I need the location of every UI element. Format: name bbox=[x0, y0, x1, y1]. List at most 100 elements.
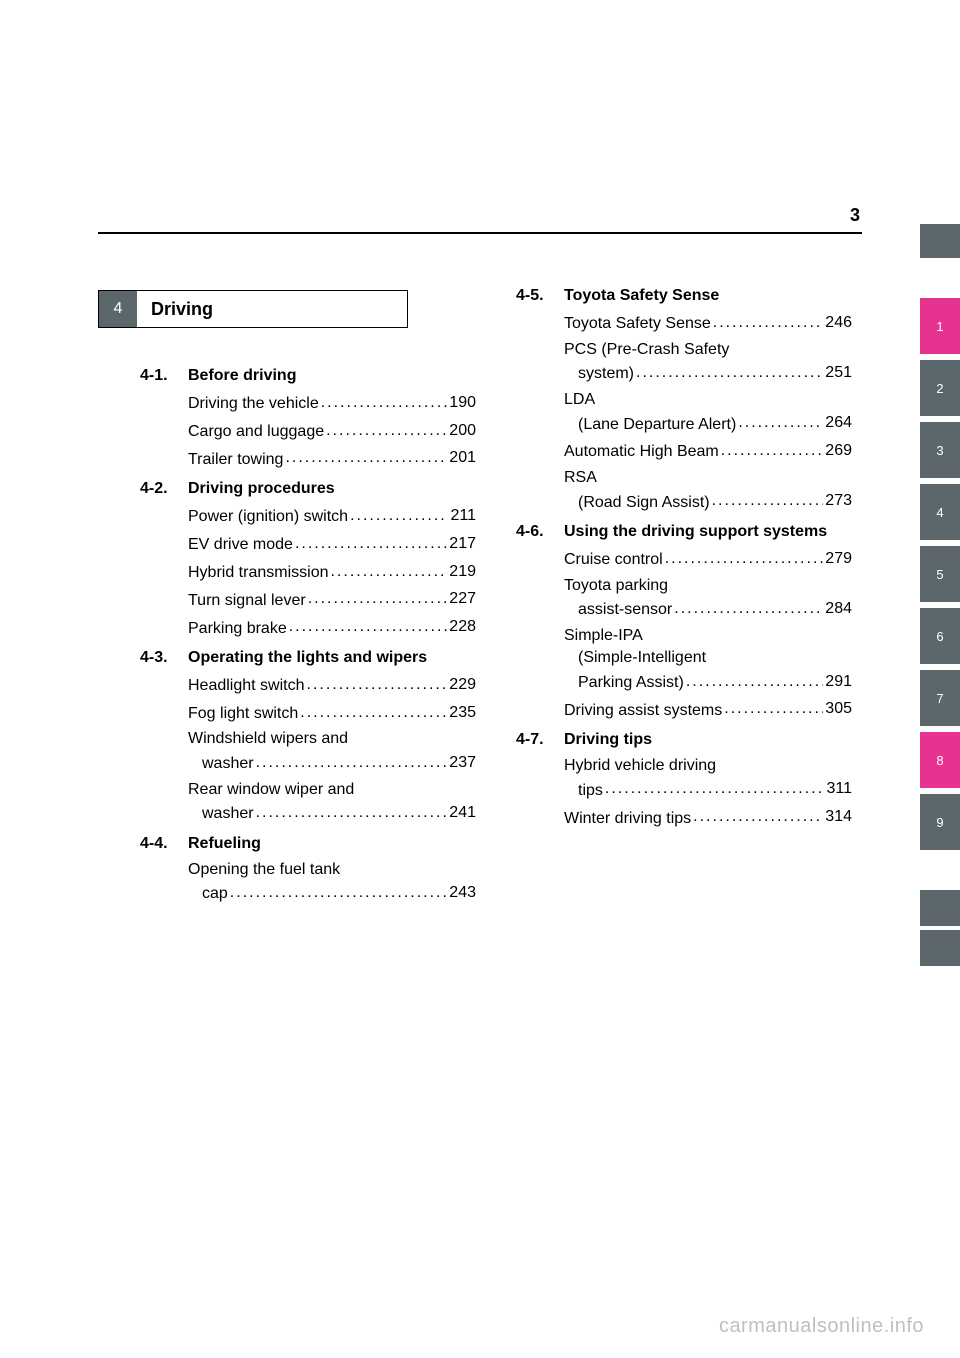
toc-entry-page: 279 bbox=[825, 547, 852, 572]
toc-entry: Turn signal lever 227 bbox=[188, 587, 476, 612]
toc-leader-dots bbox=[256, 756, 448, 775]
toc-entry-label: Winter driving tips bbox=[564, 808, 691, 830]
toc-entry-label: Opening the fuel tank bbox=[188, 859, 476, 881]
toc-entry-page: 251 bbox=[825, 361, 852, 386]
toc-entry-page: 264 bbox=[825, 411, 852, 436]
toc-entry-page: 246 bbox=[825, 311, 852, 336]
toc-entry-page: 227 bbox=[449, 587, 476, 612]
toc-section-heading: 4-2. Driving procedures bbox=[140, 477, 476, 502]
toc-entry: Hybrid transmission 219 bbox=[188, 560, 476, 585]
side-tab-1[interactable]: 1 bbox=[920, 298, 960, 354]
toc-leader-dots bbox=[230, 887, 448, 906]
toc-entry-page: 243 bbox=[449, 881, 476, 906]
side-index-tabs-lower bbox=[920, 890, 960, 972]
toc-entry-page: 235 bbox=[449, 701, 476, 726]
toc-entry: Opening the fuel tank cap 243 bbox=[188, 859, 476, 906]
toc-entry: Toyota parking assist-sensor 284 bbox=[564, 575, 852, 622]
toc-leader-dots bbox=[693, 811, 823, 830]
toc-section-title: Before driving bbox=[188, 364, 476, 389]
toc-entry-page: 228 bbox=[449, 615, 476, 640]
toc-entry-label: Driving the vehicle bbox=[188, 393, 319, 415]
toc-entry-label: Rear window wiper and bbox=[188, 779, 476, 801]
toc-entry-page: 305 bbox=[825, 697, 852, 722]
toc-entry-label: (Lane Departure Alert) bbox=[578, 414, 736, 436]
toc-entry-label: Turn signal lever bbox=[188, 590, 306, 612]
toc-entry-page: 211 bbox=[450, 504, 476, 529]
toc-entry: Windshield wipers and washer 237 bbox=[188, 728, 476, 775]
side-tab-4[interactable]: 4 bbox=[920, 484, 960, 540]
side-tab-2[interactable]: 2 bbox=[920, 360, 960, 416]
side-tab-3[interactable]: 3 bbox=[920, 422, 960, 478]
side-tab-5[interactable]: 5 bbox=[920, 546, 960, 602]
toc-entry-label: Power (ignition) switch bbox=[188, 506, 348, 528]
toc-column-left: 4-1. Before driving Driving the vehicle … bbox=[140, 358, 476, 910]
toc-entry: Rear window wiper and washer 241 bbox=[188, 779, 476, 826]
toc-section-title: Refueling bbox=[188, 832, 476, 857]
toc-entry-label: Automatic High Beam bbox=[564, 441, 719, 463]
side-tab-blank bbox=[920, 224, 960, 258]
toc-entry-label: washer bbox=[202, 753, 254, 775]
toc-entry-label: system) bbox=[578, 363, 634, 385]
toc-leader-dots bbox=[330, 565, 447, 584]
side-tab-9[interactable]: 9 bbox=[920, 794, 960, 850]
toc-leader-dots bbox=[285, 452, 447, 471]
toc-entry-label: Trailer towing bbox=[188, 449, 283, 471]
toc-entry-label: Hybrid vehicle driving bbox=[564, 755, 852, 777]
toc-columns: 4-1. Before driving Driving the vehicle … bbox=[140, 278, 852, 910]
toc-entry-label: Parking brake bbox=[188, 618, 287, 640]
toc-section-title: Operating the lights and wipers bbox=[188, 646, 476, 671]
toc-entry: RSA (Road Sign Assist) 273 bbox=[564, 467, 852, 514]
toc-leader-dots bbox=[321, 396, 448, 415]
toc-entry-label: tips bbox=[578, 780, 603, 802]
toc-section-title: Using the driving support systems bbox=[564, 520, 852, 545]
toc-section-heading: 4-1. Before driving bbox=[140, 364, 476, 389]
toc-entry-label: washer bbox=[202, 803, 254, 825]
toc-entry-label: (Simple-Intelligent bbox=[564, 647, 852, 669]
side-tab-8[interactable]: 8 bbox=[920, 732, 960, 788]
toc-entry: Simple-IPA (Simple-Intelligent Parking A… bbox=[564, 625, 852, 695]
toc-leader-dots bbox=[686, 675, 823, 694]
toc-entry: Driving assist systems 305 bbox=[564, 697, 852, 722]
toc-section-title: Toyota Safety Sense bbox=[564, 284, 852, 309]
side-tab-blank-lower bbox=[920, 930, 960, 966]
toc-leader-dots bbox=[295, 537, 447, 556]
toc-leader-dots bbox=[713, 316, 824, 335]
toc-entry-page: 217 bbox=[449, 532, 476, 557]
toc-entry-page: 311 bbox=[826, 777, 852, 802]
toc-entry-label: Cruise control bbox=[564, 549, 663, 571]
toc-entry-page: 269 bbox=[825, 439, 852, 464]
toc-entry-label: Simple-IPA bbox=[564, 625, 852, 647]
toc-leader-dots bbox=[307, 678, 448, 697]
toc-section-number: 4-6. bbox=[516, 520, 564, 545]
toc-entry: Cruise control 279 bbox=[564, 547, 852, 572]
toc-entry-label: cap bbox=[202, 883, 228, 905]
toc-section-heading: 4-3. Operating the lights and wipers bbox=[140, 646, 476, 671]
toc-entry-page: 237 bbox=[449, 751, 476, 776]
toc-entry: PCS (Pre-Crash Safety system) 251 bbox=[564, 339, 852, 386]
toc-entry-page: 273 bbox=[825, 489, 852, 514]
toc-leader-dots bbox=[350, 510, 448, 529]
chapter-number: 4 bbox=[99, 291, 137, 327]
toc-entry: Power (ignition) switch 211 bbox=[188, 504, 476, 529]
toc-entry-page: 190 bbox=[449, 391, 476, 416]
side-index-tabs: 1 2 3 4 5 6 7 8 9 bbox=[920, 258, 960, 856]
toc-leader-dots bbox=[326, 424, 447, 443]
side-tab-7[interactable]: 7 bbox=[920, 670, 960, 726]
toc-leader-dots bbox=[256, 807, 448, 826]
toc-section: 4-5. Toyota Safety Sense Toyota Safety S… bbox=[516, 284, 852, 514]
toc-section-number: 4-4. bbox=[140, 832, 188, 857]
side-tab-6[interactable]: 6 bbox=[920, 608, 960, 664]
toc-leader-dots bbox=[289, 621, 448, 640]
toc-entry: Winter driving tips 314 bbox=[564, 805, 852, 830]
toc-entry: EV drive mode 217 bbox=[188, 532, 476, 557]
toc-entry-page: 241 bbox=[449, 801, 476, 826]
toc-entry-page: 201 bbox=[449, 446, 476, 471]
toc-leader-dots bbox=[300, 706, 447, 725]
toc-entry-label: Headlight switch bbox=[188, 675, 305, 697]
toc-entry-page: 219 bbox=[449, 560, 476, 585]
toc-leader-dots bbox=[665, 552, 824, 571]
toc-section: 4-6. Using the driving support systems C… bbox=[516, 520, 852, 722]
toc-section-number: 4-2. bbox=[140, 477, 188, 502]
toc-entry: LDA (Lane Departure Alert) 264 bbox=[564, 389, 852, 436]
watermark: carmanualsonline.info bbox=[719, 1315, 924, 1338]
